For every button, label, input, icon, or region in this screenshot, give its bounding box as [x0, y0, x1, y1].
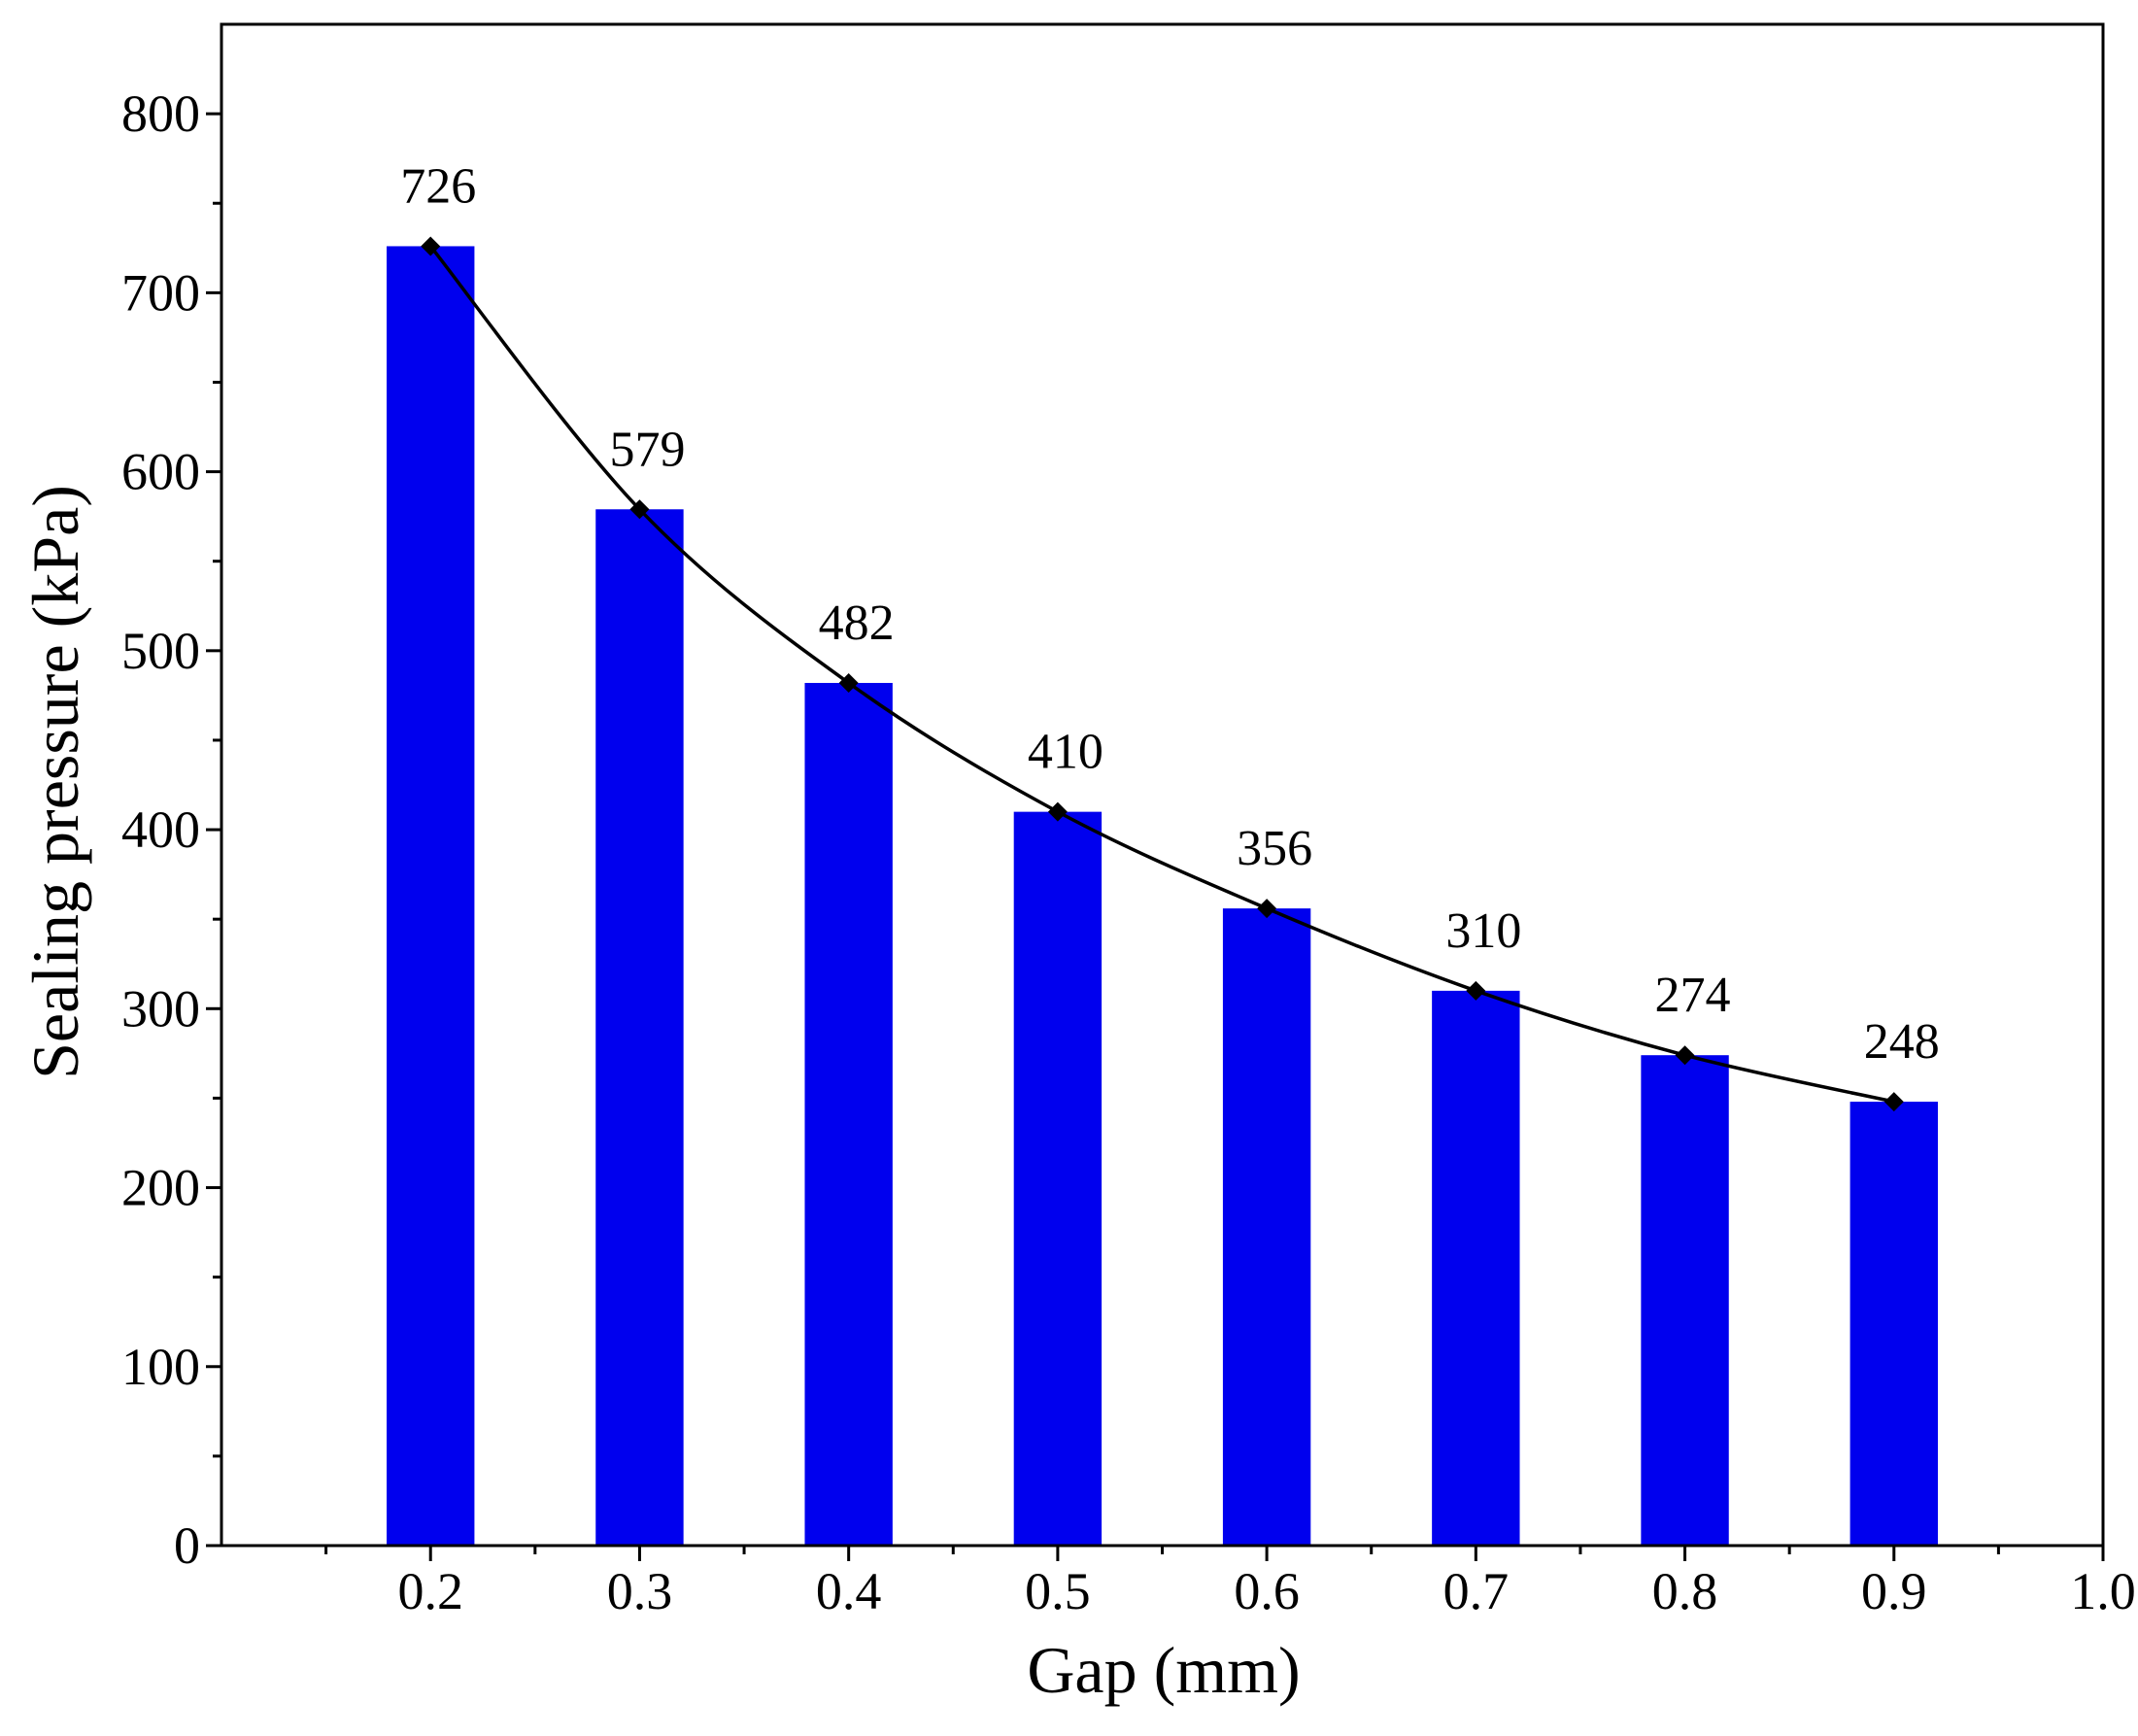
bar-0.9: [1850, 1102, 1938, 1546]
y-tick-label-200: 200: [121, 1159, 200, 1217]
data-label-0.7: 310: [1445, 903, 1521, 959]
data-label-0.3: 579: [609, 422, 685, 477]
x-axis-title: Gap (mm): [1027, 1633, 1300, 1707]
y-tick-label-600: 600: [121, 443, 200, 501]
marker-0.7: [1466, 980, 1486, 1001]
bar-0.4: [804, 682, 893, 1546]
y-tick-label-700: 700: [121, 263, 200, 322]
marker-0.6: [1257, 899, 1277, 919]
y-axis-title: Sealing pressure (kPa): [18, 485, 92, 1079]
axes-layer: 0 100 200 300 400 500 600 700 800 0.2 0.3 0.4 0.5 0.6…: [121, 22, 2136, 1620]
y-tick-label-800: 800: [121, 85, 200, 143]
y-tick-label-500: 500: [121, 622, 200, 680]
bar-0.6: [1222, 908, 1311, 1546]
bar-0.5: [1013, 811, 1103, 1546]
y-tick-label-0: 0: [174, 1516, 200, 1575]
marker-0.9: [1883, 1092, 1904, 1112]
data-label-0.6: 356: [1237, 821, 1312, 876]
marker-0.4: [838, 672, 859, 693]
y-tick-label-400: 400: [121, 800, 200, 859]
x-tick-label-0.7: 0.7: [1443, 1562, 1510, 1620]
marker-0.2: [421, 236, 441, 256]
y-tick-label-100: 100: [121, 1338, 200, 1396]
data-label-0.9: 248: [1864, 1014, 1940, 1070]
y-tick-label-300: 300: [121, 979, 200, 1038]
data-label-0.5: 410: [1028, 725, 1103, 780]
marker-0.8: [1675, 1045, 1695, 1066]
data-label-0.2: 726: [400, 158, 476, 214]
x-tick-label-0.4: 0.4: [816, 1562, 882, 1620]
x-tick-label-0.3: 0.3: [607, 1562, 673, 1620]
data-labels-layer: 726 579 482 410 356 310 274 248: [400, 158, 1940, 1070]
x-tick-label-0.9: 0.9: [1861, 1562, 1927, 1620]
data-label-0.8: 274: [1655, 968, 1731, 1023]
bars-layer: [387, 246, 1938, 1547]
x-tick-label-0.6: 0.6: [1234, 1562, 1300, 1620]
x-tick-label-0.2: 0.2: [397, 1562, 463, 1620]
bar-0.8: [1641, 1055, 1729, 1546]
bar-0.7: [1432, 990, 1520, 1546]
bar-0.2: [387, 246, 475, 1546]
marker-0.5: [1047, 801, 1068, 822]
x-tick-label-0.5: 0.5: [1025, 1562, 1091, 1620]
bar-0.3: [595, 509, 684, 1547]
x-tick-label-0.8: 0.8: [1652, 1562, 1718, 1620]
trend-line-layer: [421, 236, 1904, 1112]
marker-0.3: [629, 499, 650, 520]
x-tick-label-1.0: 1.0: [2070, 1562, 2136, 1620]
data-label-0.4: 482: [819, 596, 895, 651]
